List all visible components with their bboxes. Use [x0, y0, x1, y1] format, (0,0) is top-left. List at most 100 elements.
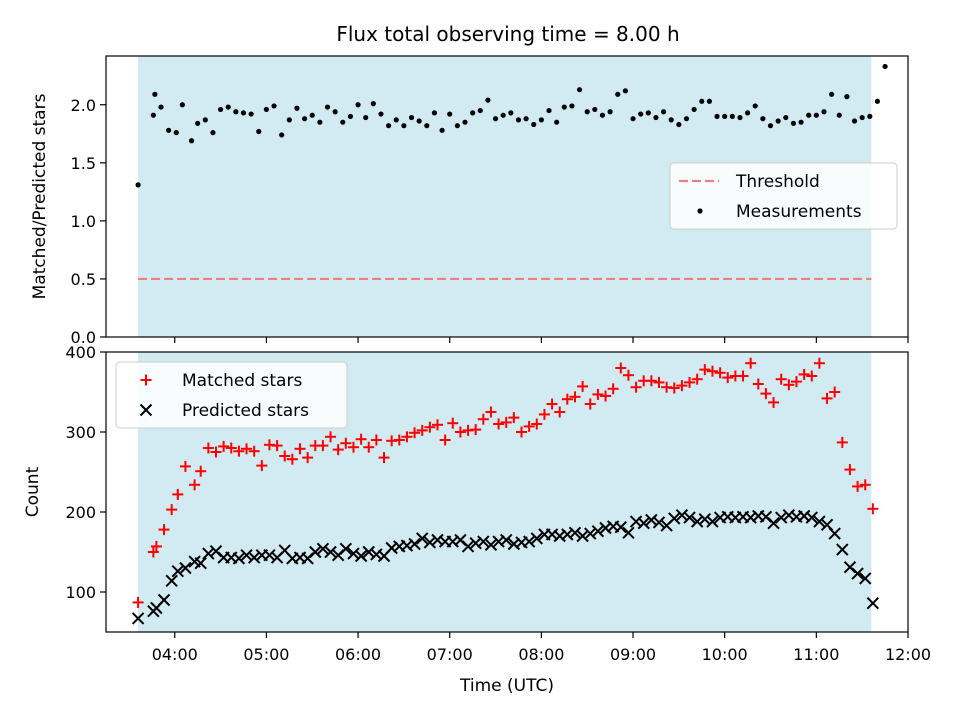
data-point-1-19-b	[278, 544, 291, 557]
y-axis-label: Count	[23, 466, 43, 517]
data-point-0-95: Matched stars 11:32 234	[859, 479, 871, 491]
data-point-0-9: Measurements 04:20 1.87	[202, 117, 208, 123]
data-point-1-88-b	[805, 511, 818, 524]
data-point-0-82: Matched stars 10:27 348	[760, 388, 772, 400]
data-point-0-24: Measurements 05:35 1.85	[317, 119, 323, 125]
data-point-0-61: Measurements 08:40 1.91	[599, 112, 606, 118]
data-point-0-40: Measurements 06:55 1.78	[439, 127, 445, 133]
data-point-1-73-b	[690, 515, 704, 528]
data-point-0-7: Matched stars 04:13 234	[189, 479, 201, 491]
data-point-0-24: Matched stars 05:37 283	[317, 440, 329, 452]
data-point-1-64-b	[622, 526, 635, 540]
data-point-0-39: Measurements 06:50 1.93	[431, 110, 438, 116]
data-point-0-74: Matched stars 09:47 378	[699, 364, 711, 376]
data-point-1-0: Predicted stars 03:36 67	[131, 612, 145, 625]
data-point-0-82: Measurements 10:25 1.88	[760, 116, 766, 122]
data-point-0-0: Matched stars 03:36 87	[132, 596, 144, 608]
legend-label: Threshold	[735, 172, 820, 192]
data-point-1-25-b	[324, 545, 337, 559]
data-point-0-83: Measurements 10:30 1.82	[767, 123, 774, 129]
data-point-0-57: Matched stars 08:22 344	[569, 391, 581, 403]
data-point-1-88: Predicted stars 10:57 193	[805, 511, 818, 524]
data-point-0-93: Matched stars 11:22 253	[844, 464, 856, 476]
data-point-0-84: Matched stars 10:37 366	[775, 373, 787, 385]
data-point-0-83: Matched stars 10:32 337	[768, 396, 780, 408]
y-tick-label: 100	[65, 583, 96, 602]
data-point-0-87: Matched stars 10:52 372	[798, 368, 810, 380]
data-point-0-65: Matched stars 09:02 356	[630, 381, 642, 393]
data-point-0-50: Matched stars 07:47 300	[516, 426, 528, 438]
data-point-1-60: Predicted stars 08:37 176	[591, 524, 605, 538]
data-point-1-71: Predicted stars 09:32 196	[675, 508, 689, 522]
data-point-1-68: Predicted stars 09:17 187	[652, 516, 666, 529]
data-point-0-90: Matched stars 11:07 342	[821, 392, 833, 404]
data-point-1-72: Predicted stars 09:37 193	[683, 511, 696, 524]
x-axis-label: Time (UTC)	[459, 676, 554, 696]
data-point-1-66: Predicted stars 09:07 186	[637, 516, 650, 530]
count-panel: Matched stars 03:36 87 Matched stars 03:4…	[23, 343, 931, 696]
data-point-0-60: Matched stars 08:37 347	[592, 388, 604, 400]
data-point-1-48-b	[500, 533, 513, 547]
data-point-0-57: Measurements 08:20 1.99	[569, 103, 575, 109]
data-point-0-54: Matched stars 08:07 335	[546, 398, 558, 410]
data-point-0-79: Matched stars 10:12 370	[737, 370, 749, 382]
data-point-0-19: Matched stars 05:12 270	[279, 450, 291, 462]
data-point-0-73: Matched stars 09:42 366	[691, 373, 703, 385]
data-point-1-30-b	[362, 545, 375, 559]
data-point-0-68: Matched stars 09:17 362	[653, 376, 665, 388]
data-point-0-20: Measurements 05:15 1.87	[286, 117, 292, 123]
data-point-0-27: Matched stars 05:52 286	[340, 437, 352, 449]
data-point-0-7: Measurements 04:11 1.69	[188, 138, 195, 144]
data-point-1-13-b	[232, 552, 246, 565]
x-tick-label: 08:00	[518, 645, 564, 664]
data-point-1-84-b	[775, 511, 788, 524]
data-point-0-20: Matched stars 05:17 266	[286, 453, 298, 465]
data-point-0-62: Measurements 08:45 1.94	[607, 109, 613, 115]
legend-swatch-1	[697, 208, 703, 214]
legend-label: Predicted stars	[182, 401, 309, 421]
data-point-0-49: Matched stars 07:42 318	[508, 412, 520, 424]
data-point-0-6: Measurements 04:05 2	[179, 102, 185, 108]
data-point-1-80-b	[744, 511, 757, 524]
data-point-0-14: Matched stars 04:47 279	[241, 443, 253, 455]
x-tick-label: 12:00	[885, 645, 931, 664]
data-point-0-10: Measurements 04:25 1.76	[210, 130, 216, 136]
legend: Threshold Measurements	[669, 162, 898, 230]
data-point-0-44: Measurements 07:15 1.93	[470, 110, 476, 116]
data-point-0-88: Measurements 10:55 1.91	[806, 112, 812, 118]
data-point-0-11: Measurements 04:30 1.96	[217, 106, 224, 113]
data-point-0-56: Measurements 08:15 1.98	[561, 104, 567, 110]
data-point-1-24: Predicted stars 05:37 154	[316, 542, 330, 556]
x-tick-label: 05:00	[243, 645, 289, 664]
data-point-0-81: Measurements 10:20 1.99	[752, 103, 758, 109]
data-point-0-17: Measurements 05:00 1.96	[263, 106, 269, 113]
data-point-0-15: Matched stars 04:52 276	[248, 445, 260, 457]
y-tick-label: 0.5	[71, 270, 96, 289]
data-point-1-63: Predicted stars 08:52 181	[614, 520, 628, 534]
data-point-0-4: Measurements 03:56 1.78	[166, 127, 172, 133]
data-point-1-28: Predicted stars 05:57 148	[347, 547, 360, 560]
data-point-0-74: Measurements 09:45 2.03	[699, 98, 705, 104]
data-point-1-94: Predicted stars 11:27 123	[851, 567, 864, 580]
data-point-0-58: Measurements 08:25 2.13	[576, 87, 583, 93]
data-point-1-6-b	[179, 561, 192, 575]
x-tick-label: 06:00	[335, 645, 381, 664]
data-point-0-75: Measurements 09:50 2.03	[706, 98, 713, 104]
data-point-0-37: Matched stars 06:42 302	[416, 424, 428, 436]
data-point-0-46: Measurements 07:25 2.04	[485, 97, 491, 103]
data-point-0-2: Measurements 03:47 2.09	[152, 91, 158, 97]
data-point-0-21: Measurements 05:20 1.97	[294, 105, 300, 111]
data-point-1-83: Predicted stars 10:32 186	[767, 516, 780, 530]
data-point-0-13: Measurements 04:40 1.94	[233, 109, 239, 115]
legend-swatch-0	[140, 374, 152, 386]
data-point-0-29: Measurements 06:00 2	[355, 102, 361, 108]
legend-box	[115, 361, 348, 429]
y-tick-label: 400	[65, 343, 96, 362]
data-point-1-25: Predicted stars 05:42 150	[324, 545, 337, 559]
data-point-0-18: Measurements 05:05 1.99	[271, 103, 277, 109]
data-point-0-88: Matched stars 10:57 370	[806, 370, 818, 382]
data-point-0-31: Matched stars 06:12 290	[370, 434, 382, 446]
data-point-0-11: Matched stars 04:32 282	[218, 440, 230, 452]
series-0: Measurements 03:36 1.31 Measurements 03:4…	[135, 63, 888, 188]
data-point-0-14: Measurements 04:45 1.93	[240, 110, 247, 116]
